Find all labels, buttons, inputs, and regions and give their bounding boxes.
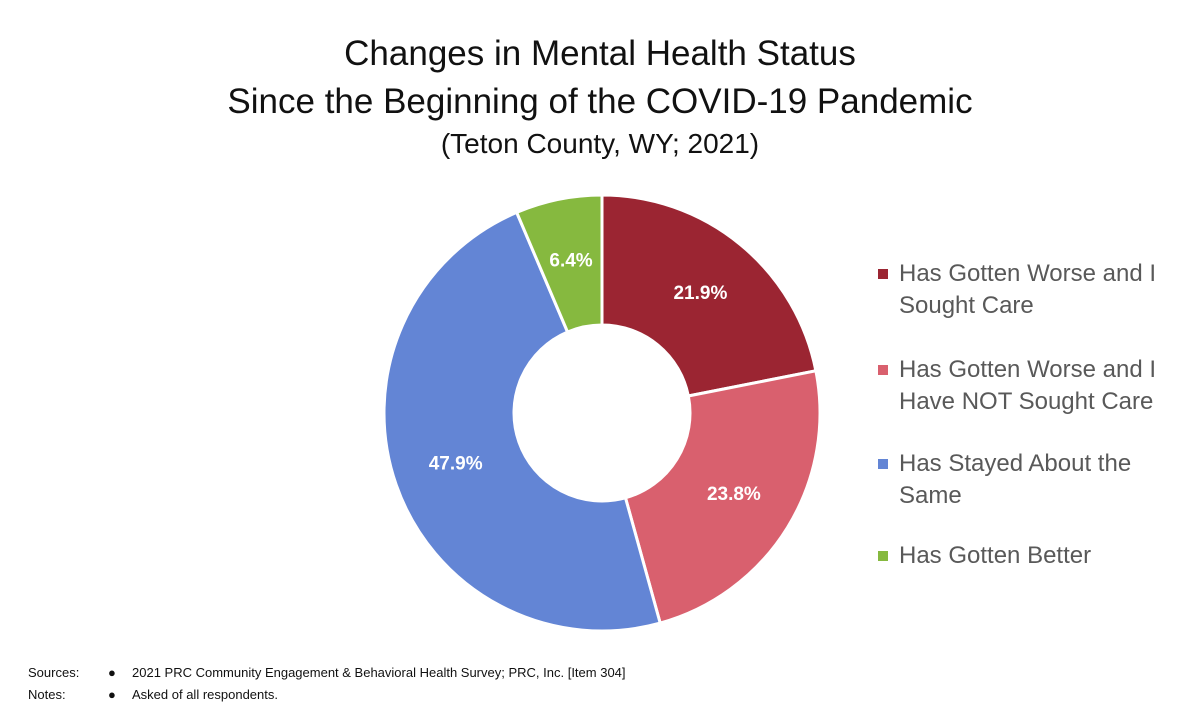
data-label-gotten-better: 6.4% [549,251,592,272]
legend-label-line: Has Gotten Better [899,542,1092,569]
legend-swatch-worse-sought-care [878,269,888,279]
legend-item-worse-not-sought-care: Has Gotten Worse and I Have NOT Sought Ca… [878,354,1167,418]
legend-item-gotten-better: Has Gotten Better [878,540,1167,572]
notes-row: Notes: ● Asked of all respondents. [28,684,626,706]
legend-label-line: Same [899,482,962,509]
legend-label-line: Sought Care [899,292,1034,319]
legend-label-line: Has Gotten Worse and I [899,260,1157,287]
legend-label-line: Has Gotten Worse and I [899,356,1157,383]
legend-item-worse-sought-care: Has Gotten Worse and I Sought Care [878,258,1167,322]
legend-label-worse-not-sought-care: Has Gotten Worse and I Have NOT Sought Ca… [899,354,1167,418]
slice-gotten-better [514,193,604,334]
legend-swatch-gotten-better [878,551,888,561]
legend-item-stayed-same: Has Stayed About the Same [878,448,1167,512]
legend-swatch-worse-not-sought-care [878,365,888,375]
sources-label: Sources: [28,665,80,680]
legend-swatch-stayed-same [878,459,888,469]
data-label-stayed-same: 47.9% [429,454,483,475]
sources-bullet: ● [108,665,116,680]
footnotes: Sources: ● 2021 PRC Community Engagement… [28,662,626,706]
legend-label-line: Has Stayed About the [899,450,1132,477]
legend-label-gotten-better: Has Gotten Better [899,540,1167,572]
notes-bullet: ● [108,687,116,702]
chart-subtitle-location: (Teton County, WY; 2021) [440,128,760,159]
slice-stayed-same [382,210,663,633]
data-label-worse-not-sought-care: 23.8% [707,484,761,505]
slice-worse-sought-care [600,193,818,398]
sources-row: Sources: ● 2021 PRC Community Engagement… [28,662,626,684]
legend-label-line: Have NOT Sought Care [899,388,1154,415]
chart-title: Changes in Mental Health Status [344,34,856,73]
slice-worse-not-sought-care [623,369,822,625]
sources-text: 2021 PRC Community Engagement & Behavior… [132,665,626,680]
chart-subtitle: Since the Beginning of the COVID-19 Pand… [227,82,973,121]
legend-label-worse-sought-care: Has Gotten Worse and I Sought Care [899,258,1167,322]
data-label-worse-sought-care: 21.9% [673,283,727,304]
legend-label-stayed-same: Has Stayed About the Same [899,448,1167,512]
notes-text: Asked of all respondents. [132,687,278,702]
notes-label: Notes: [28,687,66,702]
